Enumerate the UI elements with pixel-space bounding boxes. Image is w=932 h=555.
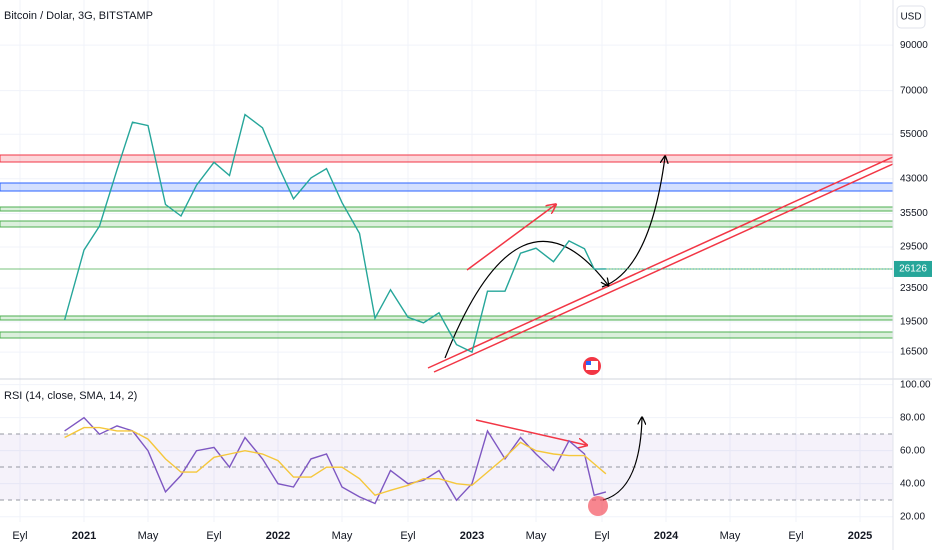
x-tick-label: Eyl	[12, 530, 27, 542]
resistance-zone	[0, 154, 894, 163]
green-zone	[0, 206, 894, 212]
y-tick-label: 80.00	[900, 412, 925, 423]
x-tick-label: Eyl	[594, 530, 609, 542]
x-tick-label: May	[332, 530, 353, 542]
arrow	[475, 419, 586, 445]
curve-arrow	[601, 157, 665, 288]
currency-button[interactable]	[896, 5, 926, 29]
marks	[63, 113, 893, 505]
y-tick-label: 16500	[900, 347, 928, 358]
x-tick-label: Eyl	[400, 530, 415, 542]
blue-zone	[0, 182, 894, 192]
y-tick-label: 20.00	[900, 511, 925, 522]
rsi-band	[0, 434, 893, 500]
highlight	[588, 496, 608, 516]
trend-line	[427, 156, 894, 369]
curve-arrow	[602, 418, 642, 501]
x-tick-label: 2025	[848, 530, 872, 542]
x-tick-label: Eyl	[206, 530, 221, 542]
drawings	[0, 154, 894, 516]
last-price-label: 26126	[899, 264, 927, 275]
y-tick-label: 60.00	[900, 445, 925, 456]
trend-line	[433, 163, 894, 373]
y-tick-label: 29500	[900, 242, 928, 253]
y-tick-label: 90000	[900, 40, 928, 51]
arrow	[466, 205, 555, 271]
x-tick-label: 2022	[266, 530, 290, 542]
rsi-title: RSI (14, close, SMA, 14, 2)	[4, 390, 137, 402]
last-price-tag	[894, 260, 932, 277]
x-tick-label: May	[526, 530, 547, 542]
y-tick-label: 55000	[900, 129, 928, 140]
y-tick-label: 100.00	[900, 379, 931, 390]
x-tick-label: Eyl	[788, 530, 803, 542]
y-tick-label: 19500	[900, 317, 928, 328]
series-line	[64, 426, 607, 497]
event-icon-flag	[586, 361, 591, 365]
chart-title: Bitcoin / Dolar, 3G, BITSTAMP	[4, 10, 153, 22]
y-tick-label: 43000	[900, 173, 928, 184]
arc-arrow	[444, 240, 608, 359]
y-tick-label: 35500	[900, 208, 928, 219]
green-zone	[0, 331, 894, 339]
x-tick-label: 2023	[460, 530, 484, 542]
series-line	[64, 416, 607, 505]
y-tick-label: 23500	[900, 283, 928, 294]
event-icon-flag	[586, 361, 598, 370]
x-tick-label: 2021	[72, 530, 96, 542]
y-tick-label: 70000	[900, 85, 928, 96]
x-tick-label: 2024	[654, 530, 679, 542]
x-tick-label: May	[720, 530, 741, 542]
green-zone	[0, 315, 894, 321]
x-tick-label: May	[138, 530, 159, 542]
y-tick-label: 40.00	[900, 478, 925, 489]
currency: USD	[900, 12, 921, 23]
series-line	[63, 113, 606, 354]
